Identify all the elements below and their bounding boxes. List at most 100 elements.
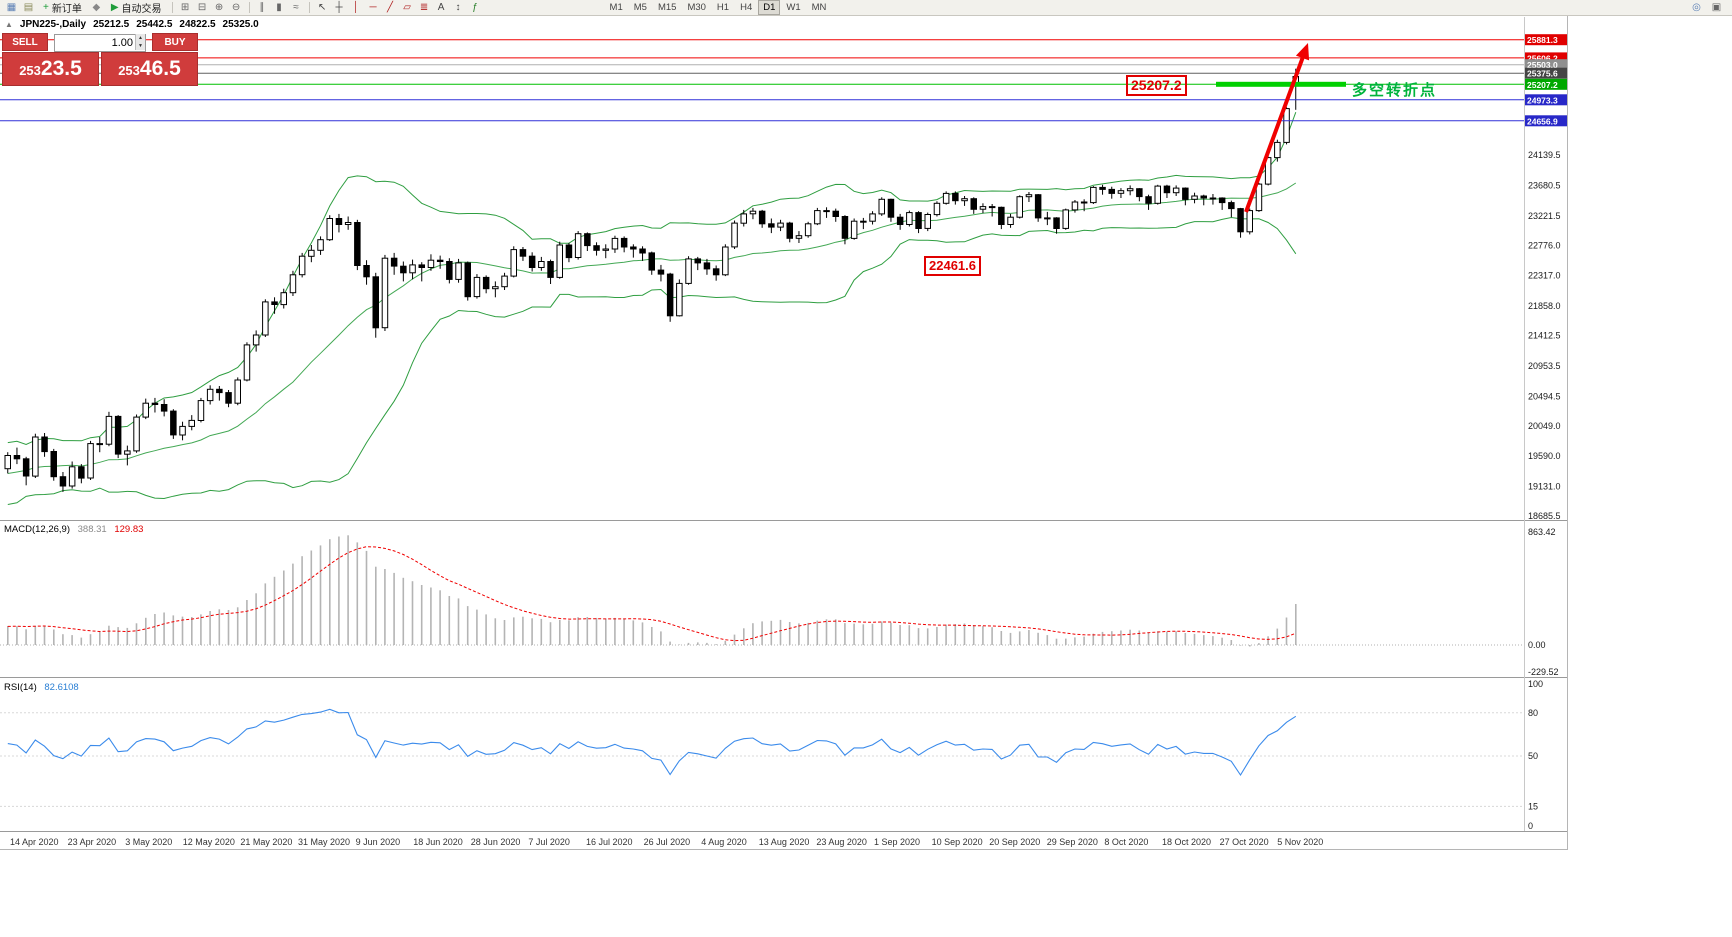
svg-text:18 Oct 2020: 18 Oct 2020 [1162, 837, 1211, 847]
sell-button[interactable]: SELL [2, 33, 48, 51]
volume-input[interactable] [54, 34, 146, 52]
timeframe-m5[interactable]: M5 [633, 2, 647, 13]
sell-price[interactable]: 253 23.5 [2, 52, 99, 86]
rsi-indicator-label: RSI(14) 82.6108 [4, 682, 79, 693]
timeframe-m15[interactable]: M15 [657, 2, 677, 13]
svg-text:21412.5: 21412.5 [1528, 331, 1561, 341]
svg-text:16 Jul 2020: 16 Jul 2020 [586, 837, 633, 847]
expert-advisors-icon[interactable]: ◆ [92, 2, 101, 13]
macd-name: MACD(12,26,9) [4, 524, 70, 535]
svg-text:0: 0 [1528, 821, 1533, 831]
zoom-out-icon[interactable]: ⊖ [231, 2, 241, 13]
autotrade-button-label: 自动交易 [121, 4, 162, 15]
new-order-button-label: 新订单 [51, 4, 82, 15]
svg-text:13 Aug 2020: 13 Aug 2020 [759, 837, 810, 847]
crosshair-icon[interactable]: ┼ [335, 2, 343, 13]
toolbar-separator [171, 2, 173, 13]
mid-level-price-label[interactable]: 22461.6 [924, 256, 981, 276]
volume-up-icon[interactable]: ▲ [135, 34, 145, 42]
svg-text:19590.0: 19590.0 [1528, 451, 1561, 461]
chart-close-value: 25325.0 [222, 19, 259, 30]
bollinger-bands [7, 112, 1297, 505]
vertical-line-icon[interactable]: │ [352, 2, 360, 13]
svg-text:80: 80 [1528, 708, 1538, 718]
arrows-icon[interactable]: ↕ [455, 2, 461, 13]
new-order-button[interactable]: + 新订单 [38, 1, 87, 15]
turning-point-price-label[interactable]: 25207.2 [1126, 75, 1187, 96]
rsi-name: RSI(14) [4, 682, 37, 693]
candlesticks [4, 68, 1299, 492]
charts-grid-icon[interactable]: ▦ [6, 2, 17, 13]
channel-icon[interactable]: ▱ [403, 2, 411, 13]
svg-text:18 Jun 2020: 18 Jun 2020 [413, 837, 463, 847]
svg-text:25375.6: 25375.6 [1527, 69, 1558, 79]
line-chart-icon[interactable]: ≈ [293, 2, 299, 13]
turning-point-note[interactable]: 多空转折点 [1352, 82, 1438, 99]
svg-text:24973.3: 24973.3 [1527, 95, 1558, 105]
text-icon[interactable]: A [437, 2, 445, 13]
bar-chart-icon[interactable]: ∥ [259, 2, 265, 13]
volume-down-icon[interactable]: ▼ [135, 42, 145, 50]
svg-text:26 Jul 2020: 26 Jul 2020 [644, 837, 691, 847]
toolbar-separator [248, 2, 250, 13]
cascade-windows-icon[interactable]: ⊞ [180, 2, 190, 13]
collapse-triangle-icon[interactable]: ▲ [5, 20, 13, 29]
svg-text:25207.2: 25207.2 [1527, 80, 1558, 90]
rsi-panel: 100 80 50 15 0 [0, 679, 1543, 831]
buy-button[interactable]: BUY [152, 33, 198, 51]
svg-text:100: 100 [1528, 679, 1543, 689]
horizontal-line-icon[interactable]: ─ [369, 2, 377, 13]
timeframe-m1[interactable]: M1 [609, 2, 623, 13]
indicators-icon[interactable]: ƒ [472, 2, 478, 13]
price-axis: 24139.5 23680.5 23221.5 22776.0 22317.0 21858… [1528, 150, 1561, 521]
search-icon[interactable]: ◎ [1692, 2, 1701, 13]
trendline-icon[interactable]: ╱ [387, 2, 394, 13]
autotrade-button[interactable]: ▶ 自动交易 [106, 1, 167, 15]
tile-windows-icon[interactable]: ⊟ [197, 2, 207, 13]
svg-text:20953.5: 20953.5 [1528, 361, 1561, 371]
svg-text:18685.5: 18685.5 [1528, 511, 1561, 521]
svg-text:7 Jul 2020: 7 Jul 2020 [528, 837, 570, 847]
svg-text:4 Aug 2020: 4 Aug 2020 [701, 837, 747, 847]
svg-text:1 Sep 2020: 1 Sep 2020 [874, 837, 920, 847]
buy-price[interactable]: 253 46.5 [101, 52, 198, 86]
svg-text:21 May 2020: 21 May 2020 [240, 837, 292, 847]
svg-text:863.42: 863.42 [1528, 527, 1556, 537]
svg-text:3 May 2020: 3 May 2020 [125, 837, 172, 847]
level-lines[interactable]: 25881.325606.225503.025375.625207.224973… [0, 34, 1568, 127]
svg-text:25606.2: 25606.2 [1527, 53, 1558, 63]
timeframe-d1[interactable]: D1 [758, 0, 781, 15]
cursor-icon[interactable]: ↖ [317, 2, 327, 13]
profiles-icon[interactable]: ▤ [23, 2, 34, 13]
svg-text:27 Oct 2020: 27 Oct 2020 [1220, 837, 1269, 847]
macd-panel: 863.42 0.00 -229.52 [0, 527, 1559, 677]
data-window-icon[interactable]: ▣ [1711, 2, 1722, 13]
svg-text:20494.5: 20494.5 [1528, 391, 1561, 401]
chart-ohlc-header: ▲ JPN225-,Daily 25212.5 25442.5 24822.5 … [5, 19, 259, 30]
turning-point-segment[interactable] [1216, 81, 1346, 87]
rsi-value: 82.6108 [44, 682, 79, 693]
svg-text:24656.9: 24656.9 [1527, 116, 1558, 126]
timeframe-mn[interactable]: MN [811, 2, 827, 13]
timeframe-h4[interactable]: H4 [740, 2, 753, 13]
svg-text:12 May 2020: 12 May 2020 [183, 837, 235, 847]
trend-arrow[interactable] [1244, 43, 1310, 213]
macd-signal-value: 129.83 [114, 524, 144, 535]
timeframe-h1[interactable]: H1 [716, 2, 730, 13]
volume-spinner[interactable]: ▲ ▼ [135, 34, 145, 50]
svg-text:22776.0: 22776.0 [1528, 240, 1561, 250]
svg-text:14 Apr 2020: 14 Apr 2020 [10, 837, 59, 847]
svg-text:29 Sep 2020: 29 Sep 2020 [1047, 837, 1098, 847]
timeframe-w1[interactable]: W1 [786, 2, 801, 13]
macd-main-value: 388.31 [77, 524, 107, 535]
svg-text:24139.5: 24139.5 [1528, 150, 1561, 160]
zoom-in-icon[interactable]: ⊕ [214, 2, 224, 13]
svg-text:25881.3: 25881.3 [1527, 35, 1558, 45]
svg-text:15: 15 [1528, 801, 1538, 811]
fibonacci-icon[interactable]: ≣ [419, 2, 429, 13]
chart-high-value: 25442.5 [136, 19, 173, 30]
timeframe-m30[interactable]: M30 [687, 2, 706, 13]
svg-text:28 Jun 2020: 28 Jun 2020 [471, 837, 521, 847]
candlestick-chart-icon[interactable]: ▮ [276, 2, 282, 13]
